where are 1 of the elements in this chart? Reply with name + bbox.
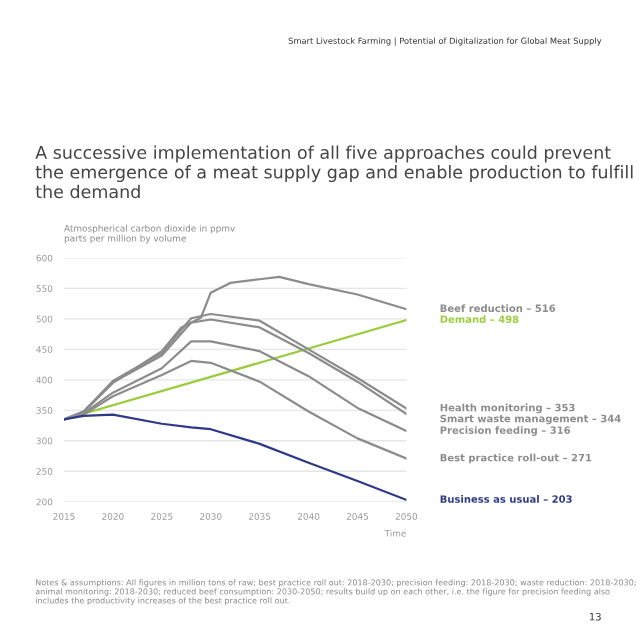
chart-title: A successive implementation of all five approaches could prevent the emergence of a meat supply gap and enable production to fulfill the demand [35, 145, 633, 199]
